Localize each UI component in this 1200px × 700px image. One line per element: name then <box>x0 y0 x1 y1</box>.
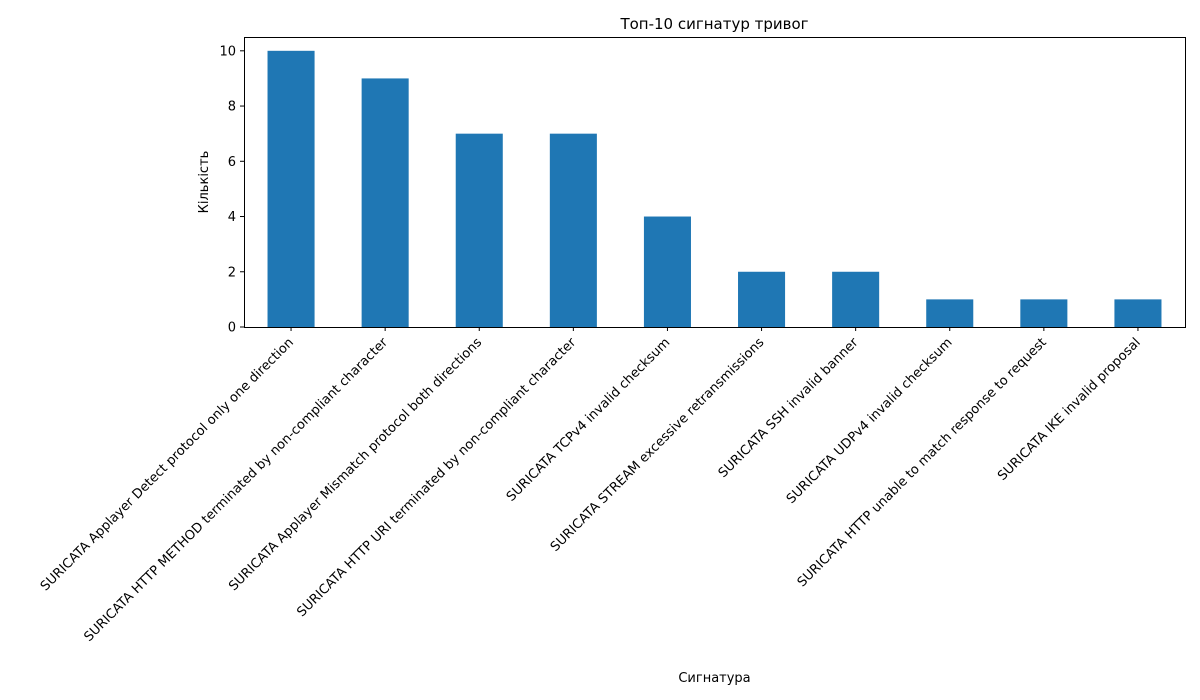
x-axis-label: Сигнатура <box>678 671 750 686</box>
bar-8 <box>926 299 974 327</box>
y-axis-label: Кількість <box>197 151 212 214</box>
bar-10 <box>1114 299 1162 327</box>
y-tick-label: 8 <box>228 100 236 115</box>
chart-title: Топ-10 сигнатур тривог <box>619 15 808 33</box>
x-tick-label: SURICATA HTTP METHOD terminated by non-c… <box>81 335 391 645</box>
bar-6 <box>738 271 786 327</box>
plot-area-frame <box>244 37 1186 328</box>
y-tick-label: 10 <box>219 44 236 59</box>
bar-7 <box>832 271 880 327</box>
y-tick-label: 0 <box>228 321 236 336</box>
x-tick-label: SURICATA UDPv4 invalid checksum <box>784 335 956 507</box>
bar-9 <box>1020 299 1068 327</box>
y-axis-ticks: 0 2 4 6 8 10 <box>219 44 244 336</box>
bar-1 <box>267 50 315 328</box>
y-tick-label: 4 <box>228 210 236 225</box>
bars-group <box>267 50 1162 328</box>
x-tick-label: SURICATA STREAM excessive retransmission… <box>548 335 768 555</box>
x-axis-ticks: SURICATA Applayer Detect protocol only o… <box>38 327 1144 645</box>
y-tick-label: 6 <box>228 155 236 170</box>
bar-3 <box>455 133 503 327</box>
bar-4 <box>549 133 597 327</box>
y-tick-label: 2 <box>228 265 236 280</box>
bar-5 <box>643 216 691 327</box>
x-tick-label: SURICATA TCPv4 invalid checksum <box>504 335 673 504</box>
bar-2 <box>361 78 409 327</box>
